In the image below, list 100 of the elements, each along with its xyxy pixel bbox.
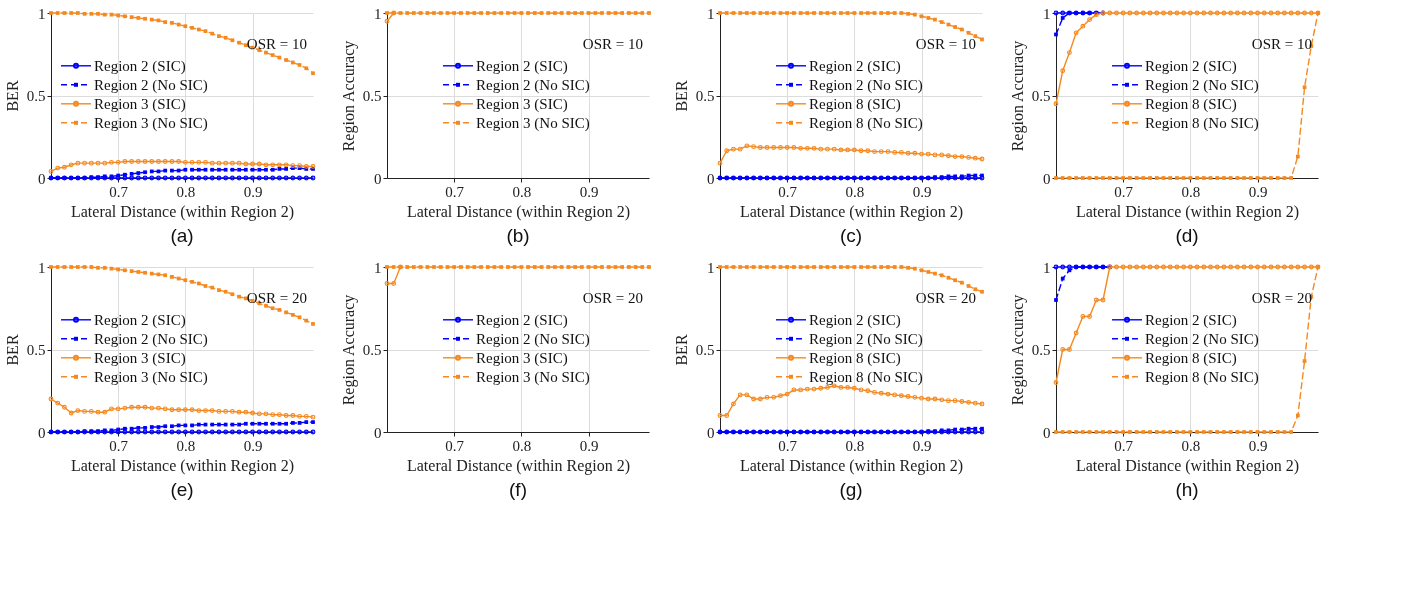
y-tick-label: 0.5: [362, 88, 382, 104]
x-axis-title: Lateral Distance (within Region 2): [406, 456, 631, 475]
x-tick-label: 0.9: [243, 183, 263, 200]
legend-label: Region 2 (SIC): [1145, 311, 1237, 329]
y-tick-label: 0: [38, 170, 46, 187]
annotation: OSR = 20: [1251, 290, 1312, 307]
x-tick-label: 0.9: [1248, 183, 1268, 200]
y-axis-title: BER: [672, 80, 690, 112]
x-tick-label: 0.7: [778, 437, 798, 454]
x-tick-label: 0.8: [1181, 437, 1201, 454]
x-tick-label: 0.8: [176, 183, 196, 200]
x-tick-label: 0.8: [845, 437, 865, 454]
y-tick-label: 0.5: [695, 88, 715, 104]
y-tick-label: 0: [707, 170, 715, 187]
legend-label: Region 2 (No SIC): [94, 76, 208, 94]
x-axis-title: Lateral Distance (within Region 2): [70, 202, 295, 221]
x-tick-label: 0.9: [912, 183, 932, 200]
legend-label: Region 8 (SIC): [1145, 349, 1237, 367]
text: (h): [1175, 479, 1199, 500]
y-axis-title: Region Accuracy: [339, 294, 358, 406]
text: (e): [170, 479, 194, 500]
legend-label: Region 3 (SIC): [94, 349, 186, 367]
legend-label: Region 8 (SIC): [809, 95, 901, 113]
x-tick-label: 0.9: [1248, 437, 1268, 454]
legend-label: Region 3 (No SIC): [94, 368, 208, 386]
annotation: OSR = 10: [246, 36, 307, 53]
y-tick-label: 0.5: [26, 342, 46, 358]
text: (c): [839, 225, 863, 246]
legend-label: Region 3 (SIC): [94, 95, 186, 113]
legend-label: Region 3 (No SIC): [476, 368, 590, 386]
text: (d): [1175, 225, 1199, 246]
x-tick-label: 0.7: [1114, 183, 1134, 200]
legend-label: Region 3 (No SIC): [476, 114, 590, 132]
y-axis-title: Region Accuracy: [1008, 294, 1027, 406]
legend-label: Region 2 (SIC): [476, 57, 568, 75]
x-axis-title: Lateral Distance (within Region 2): [739, 202, 964, 221]
annotation: OSR = 10: [1251, 36, 1312, 53]
x-tick-label: 0.8: [1181, 183, 1201, 200]
x-tick-label: 0.7: [445, 183, 465, 200]
text: (a): [170, 225, 194, 246]
x-tick-label: 0.8: [512, 183, 532, 200]
annotation: OSR = 20: [246, 290, 307, 307]
x-axis-title: Lateral Distance (within Region 2): [739, 456, 964, 475]
x-axis-title: Lateral Distance (within Region 2): [1075, 202, 1300, 221]
y-tick-label: 0: [38, 424, 46, 441]
x-tick-label: 0.7: [445, 437, 465, 454]
legend-label: Region 2 (SIC): [809, 311, 901, 329]
x-tick-label: 0.8: [512, 437, 532, 454]
y-tick-label: 1: [1043, 259, 1051, 276]
x-tick-label: 0.9: [579, 183, 599, 200]
legend-label: Region 2 (SIC): [94, 57, 186, 75]
legend-label: Region 8 (SIC): [1145, 95, 1237, 113]
legend-label: Region 8 (No SIC): [1145, 368, 1259, 386]
y-tick-label: 0: [374, 424, 382, 441]
y-tick-label: 0.5: [362, 342, 382, 358]
legend-label: Region 8 (No SIC): [809, 368, 923, 386]
legend-label: Region 2 (SIC): [1145, 57, 1237, 75]
legend-label: Region 2 (SIC): [94, 311, 186, 329]
y-tick-label: 0: [374, 170, 382, 187]
annotation: OSR = 10: [582, 36, 643, 53]
y-tick-label: 1: [1043, 5, 1051, 22]
legend-label: Region 2 (SIC): [809, 57, 901, 75]
y-tick-label: 1: [374, 259, 382, 276]
legend-label: Region 2 (No SIC): [94, 330, 208, 348]
x-tick-label: 0.8: [845, 183, 865, 200]
y-tick-label: 0.5: [695, 342, 715, 358]
y-tick-label: 0: [1043, 170, 1051, 187]
legend-label: Region 2 (No SIC): [476, 330, 590, 348]
y-tick-label: 0: [707, 424, 715, 441]
y-tick-label: 1: [38, 5, 46, 22]
legend-label: Region 8 (No SIC): [1145, 114, 1259, 132]
legend-label: Region 2 (No SIC): [1145, 76, 1259, 94]
x-axis-title: Lateral Distance (within Region 2): [1075, 456, 1300, 475]
annotation: OSR = 20: [582, 290, 643, 307]
x-tick-label: 0.9: [243, 437, 263, 454]
x-tick-label: 0.7: [1114, 437, 1134, 454]
x-axis-title: Lateral Distance (within Region 2): [406, 202, 631, 221]
y-tick-label: 0.5: [26, 88, 46, 104]
legend-label: Region 2 (No SIC): [476, 76, 590, 94]
legend-label: Region 2 (No SIC): [1145, 330, 1259, 348]
annotation: OSR = 10: [915, 36, 976, 53]
legend-label: Region 8 (No SIC): [809, 114, 923, 132]
y-tick-label: 0: [1043, 424, 1051, 441]
x-axis-title: Lateral Distance (within Region 2): [70, 456, 295, 475]
y-tick-label: 1: [707, 5, 715, 22]
x-tick-label: 0.9: [912, 437, 932, 454]
legend-label: Region 3 (No SIC): [94, 114, 208, 132]
x-tick-label: 0.7: [778, 183, 798, 200]
y-tick-label: 1: [374, 5, 382, 22]
text: (b): [506, 225, 530, 246]
y-tick-label: 0.5: [1031, 88, 1051, 104]
y-tick-label: 1: [707, 259, 715, 276]
text: (g): [839, 479, 863, 500]
y-axis-title: Region Accuracy: [339, 40, 358, 152]
y-tick-label: 0.5: [1031, 342, 1051, 358]
y-axis-title: BER: [672, 334, 690, 366]
y-axis-title: Region Accuracy: [1008, 40, 1027, 152]
legend-label: Region 2 (No SIC): [809, 76, 923, 94]
y-tick-label: 1: [38, 259, 46, 276]
x-tick-label: 0.8: [176, 437, 196, 454]
